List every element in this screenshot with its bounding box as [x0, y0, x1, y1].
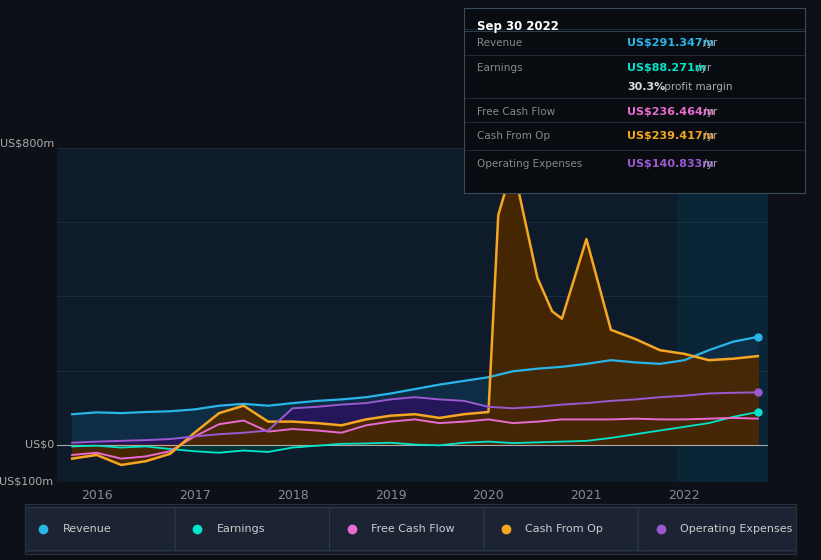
Text: Free Cash Flow: Free Cash Flow: [371, 524, 455, 534]
Text: 30.3%: 30.3%: [627, 82, 666, 92]
Text: Revenue: Revenue: [478, 38, 523, 48]
Bar: [677, 148, 768, 482]
Text: /yr: /yr: [700, 158, 718, 169]
Text: /yr: /yr: [700, 38, 718, 48]
Text: -US$100m: -US$100m: [0, 477, 54, 487]
Text: Free Cash Flow: Free Cash Flow: [478, 107, 556, 117]
Text: Operating Expenses: Operating Expenses: [680, 524, 792, 534]
Text: profit margin: profit margin: [661, 82, 732, 92]
Text: Earnings: Earnings: [217, 524, 265, 534]
Text: /yr: /yr: [700, 107, 718, 117]
FancyBboxPatch shape: [175, 507, 337, 551]
Text: US$88.271m: US$88.271m: [627, 63, 707, 73]
Text: Cash From Op: Cash From Op: [478, 131, 551, 141]
Text: Cash From Op: Cash From Op: [525, 524, 603, 534]
Text: US$140.833m: US$140.833m: [627, 158, 714, 169]
FancyBboxPatch shape: [484, 507, 646, 551]
Text: Sep 30 2022: Sep 30 2022: [478, 20, 559, 34]
Text: /yr: /yr: [700, 131, 718, 141]
FancyBboxPatch shape: [638, 507, 800, 551]
Text: US$0: US$0: [25, 440, 54, 450]
Text: US$800m: US$800m: [0, 138, 54, 148]
Text: Operating Expenses: Operating Expenses: [478, 158, 583, 169]
FancyBboxPatch shape: [329, 507, 492, 551]
Text: US$239.417m: US$239.417m: [627, 131, 714, 141]
Text: Revenue: Revenue: [62, 524, 111, 534]
Text: Earnings: Earnings: [478, 63, 523, 73]
FancyBboxPatch shape: [21, 507, 183, 551]
Text: US$236.464m: US$236.464m: [627, 107, 715, 117]
Text: /yr: /yr: [694, 63, 711, 73]
Text: US$291.347m: US$291.347m: [627, 38, 714, 48]
